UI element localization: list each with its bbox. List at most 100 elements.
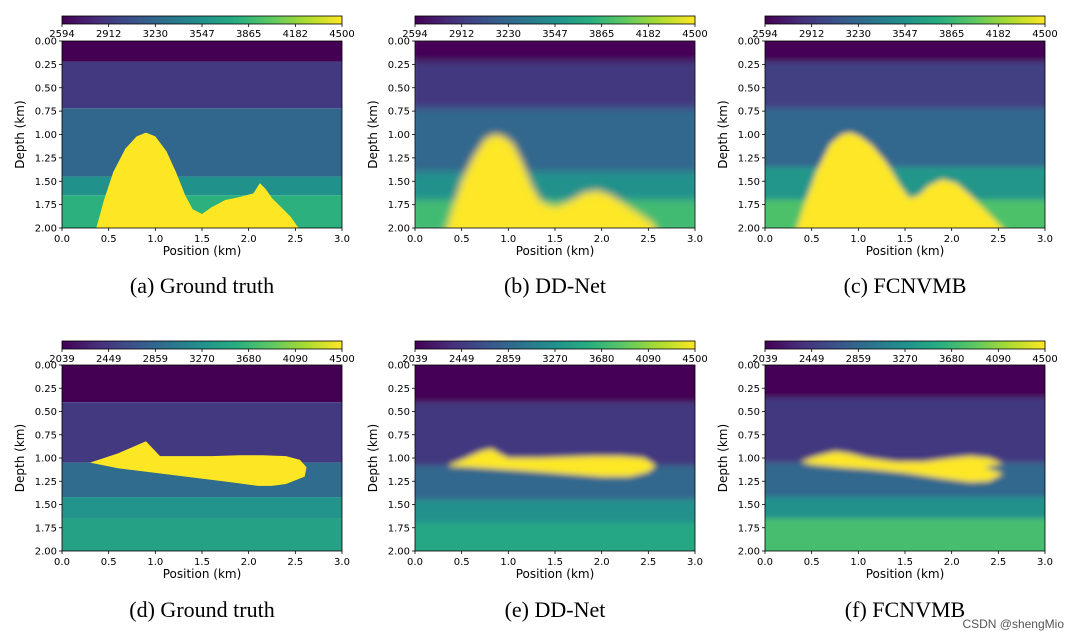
colorbar-tick-label: 4090	[283, 354, 308, 365]
colorbar-tick-label: 4182	[986, 29, 1011, 40]
x-tick-label: 2.5	[990, 557, 1006, 568]
y-tick-label: 1.00	[388, 130, 410, 141]
colorbar-tick-label: 2594	[402, 29, 427, 40]
y-tick-label: 1.25	[35, 477, 57, 488]
panel-caption: (c) FCNVMB	[844, 273, 967, 298]
x-axis-label: Position (km)	[163, 244, 242, 258]
y-tick-label: 0.00	[388, 361, 410, 372]
colorbar-tick-label: 2859	[143, 354, 168, 365]
heatmap-image-d	[62, 365, 342, 551]
x-axis-label: Position (km)	[516, 244, 595, 258]
colorbar-tick-label: 4182	[283, 29, 308, 40]
y-tick-label: 1.00	[738, 130, 760, 141]
colorbar-tick-label: 4090	[986, 354, 1011, 365]
velocity-layer	[765, 497, 1045, 519]
x-tick-label: 0.5	[101, 557, 117, 568]
colorbar-tick-label: 2594	[752, 29, 777, 40]
panel-caption: (d) Ground truth	[129, 597, 274, 622]
colorbar-tick-label: 3680	[589, 354, 614, 365]
colorbar-a	[61, 15, 343, 25]
x-tick-label: 1.0	[850, 557, 866, 568]
panel-caption: (b) DD-Net	[504, 273, 606, 298]
y-tick-label: 0.50	[738, 83, 760, 94]
velocity-layer	[62, 518, 342, 551]
x-axis-label: Position (km)	[516, 567, 595, 581]
y-tick-label: 1.75	[388, 200, 410, 211]
x-tick-label: 2.0	[241, 234, 257, 245]
y-tick-label: 1.00	[738, 454, 760, 465]
colorbar-tick-label: 3680	[236, 354, 261, 365]
y-tick-label: 0.25	[738, 60, 760, 71]
panel-caption: (f) FCNVMB	[845, 597, 965, 622]
velocity-layer	[415, 365, 695, 403]
y-tick-label: 0.50	[35, 83, 57, 94]
colorbar-d	[61, 340, 343, 350]
x-tick-label: 1.0	[500, 234, 516, 245]
y-tick-label: 1.75	[35, 200, 57, 211]
y-tick-label: 0.75	[388, 430, 410, 441]
x-tick-label: 3.0	[334, 557, 350, 568]
colorbar-tick-label: 2039	[752, 354, 777, 365]
y-tick-label: 1.00	[35, 454, 57, 465]
panel-f: 2039 2449 2859 3270 3680 4090 45000.000.250.50…	[716, 340, 1058, 622]
velocity-layer	[415, 171, 695, 200]
x-tick-label: 2.0	[944, 234, 960, 245]
y-tick-label: 2.00	[35, 547, 57, 558]
y-tick-label: 0.50	[388, 83, 410, 94]
panel-c: 2594 2912 3230 3547 3865 4182 45000.000.250.50…	[716, 15, 1058, 298]
panel-caption: (a) Ground truth	[130, 273, 274, 298]
x-tick-label: 1.5	[194, 234, 210, 245]
velocity-layer	[62, 402, 342, 463]
x-tick-label: 0.0	[407, 557, 423, 568]
x-tick-label: 2.5	[287, 234, 303, 245]
y-tick-label: 0.00	[388, 37, 410, 48]
colorbar-f	[764, 340, 1046, 350]
velocity-layer	[765, 397, 1045, 463]
colorbar-tick-label: 3230	[143, 29, 168, 40]
salt-body	[90, 441, 307, 486]
heatmap-image-f	[765, 365, 1045, 551]
y-tick-label: 2.00	[35, 224, 57, 235]
x-tick-label: 0.5	[101, 234, 117, 245]
salt-body	[447, 448, 656, 477]
y-tick-label: 0.75	[738, 107, 760, 118]
x-axis-label: Position (km)	[163, 567, 242, 581]
colorbar-tick-label: 2859	[496, 354, 521, 365]
x-tick-label: 1.5	[547, 557, 563, 568]
velocity-layer	[62, 61, 342, 109]
x-tick-label: 0.0	[407, 234, 423, 245]
x-tick-label: 2.0	[944, 557, 960, 568]
colorbar-tick-label: 3865	[939, 29, 964, 40]
heatmap-image-b	[415, 41, 695, 228]
y-tick-label: 1.25	[388, 477, 410, 488]
velocity-layer	[62, 176, 342, 196]
x-tick-label: 2.5	[640, 234, 656, 245]
x-tick-label: 1.0	[147, 234, 163, 245]
colorbar-tick-label: 3270	[892, 354, 917, 365]
y-tick-label: 0.00	[35, 361, 57, 372]
x-tick-label: 2.0	[594, 557, 610, 568]
velocity-layer	[62, 108, 342, 177]
colorbar-tick-label: 3270	[189, 354, 214, 365]
colorbar-tick-label: 2912	[799, 29, 824, 40]
colorbar-tick-label: 4500	[682, 354, 707, 365]
velocity-layer	[415, 402, 695, 466]
x-axis-label: Position (km)	[866, 567, 945, 581]
y-tick-label: 0.50	[738, 407, 760, 418]
x-tick-label: 0.0	[54, 557, 70, 568]
panel-b: 2594 2912 3230 3547 3865 4182 45000.000.250.50…	[366, 15, 708, 298]
y-axis-label: Depth (km)	[716, 424, 730, 492]
velocity-layer	[62, 497, 342, 519]
colorbar-b	[414, 15, 696, 25]
colorbar-tick-label: 3547	[542, 29, 567, 40]
x-tick-label: 3.0	[334, 234, 350, 245]
colorbar-tick-label: 2039	[49, 354, 74, 365]
y-tick-label: 0.50	[388, 407, 410, 418]
y-tick-label: 0.75	[35, 430, 57, 441]
colorbar-tick-label: 2912	[449, 29, 474, 40]
y-tick-label: 1.75	[738, 200, 760, 211]
colorbar-tick-label: 2449	[799, 354, 824, 365]
colorbar-tick-label: 3230	[846, 29, 871, 40]
x-tick-label: 2.5	[990, 234, 1006, 245]
